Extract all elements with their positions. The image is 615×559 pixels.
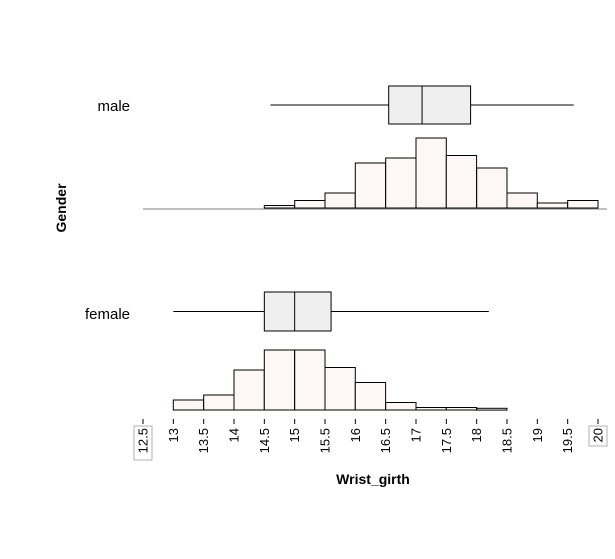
histogram-bar (536, 202, 569, 209)
x-axis-title: Wrist_girth (336, 471, 410, 487)
histogram-bar (506, 192, 538, 209)
histogram-bar (233, 369, 265, 411)
y-axis-title: Gender (53, 183, 69, 233)
histogram-bar (294, 349, 326, 411)
group-label-female: female (85, 306, 130, 323)
x-tick-label: 19.5 (560, 428, 575, 453)
histogram-bar (324, 367, 356, 411)
x-tick-label: 15 (287, 428, 302, 442)
x-tick-label: 16 (348, 428, 363, 442)
x-tick-label: 12.5 (136, 428, 151, 453)
x-tick-label: 14.5 (257, 428, 272, 453)
tick-label-frame (133, 425, 153, 461)
histogram-bar (354, 162, 387, 209)
x-tick-label: 13.5 (196, 428, 211, 453)
x-tick-label: 17 (409, 428, 424, 442)
histogram-bar (324, 192, 356, 209)
x-tick-label: 20 (591, 428, 606, 442)
histogram-bar (263, 349, 296, 411)
panel-female: female (85, 291, 508, 411)
histogram-bar (385, 402, 417, 411)
x-tick-label: 17.5 (439, 428, 454, 453)
histogram-bar (567, 200, 599, 209)
tick-label-frame (588, 425, 608, 447)
histogram-bar (263, 205, 296, 209)
histogram-bar (354, 382, 387, 411)
x-tick-label: 13 (166, 428, 181, 442)
x-axis: 12.5 13 13.5 14 14.5 15 15.5 16 16.5 17 17.5 18 18.5… (133, 419, 608, 461)
histogram-male (263, 137, 599, 209)
histogram-female (172, 349, 508, 411)
group-label-male: male (97, 98, 130, 115)
panel-male: male (97, 85, 607, 210)
x-tick-label: 18.5 (500, 428, 515, 453)
histogram-bar (476, 407, 508, 411)
x-tick-label: 19 (530, 428, 545, 442)
histogram-bar (445, 407, 478, 411)
histogram-bar (294, 200, 326, 209)
x-tick-label: 14 (227, 428, 242, 442)
box-iqr (263, 291, 332, 332)
x-tick-label: 16.5 (378, 428, 393, 453)
histogram-bar (385, 157, 417, 209)
histogram-bar (415, 407, 447, 411)
histogram-bar (415, 137, 447, 209)
x-tick-label: 18 (469, 428, 484, 442)
histogram-bar (476, 167, 508, 209)
box-iqr (388, 85, 472, 125)
x-tick-label: 15.5 (318, 428, 333, 453)
boxplot-female (173, 291, 489, 332)
histogram-bar (445, 155, 478, 209)
histogram-bar (203, 394, 235, 411)
histogram-bar (172, 399, 205, 411)
boxplot-male (270, 85, 574, 125)
